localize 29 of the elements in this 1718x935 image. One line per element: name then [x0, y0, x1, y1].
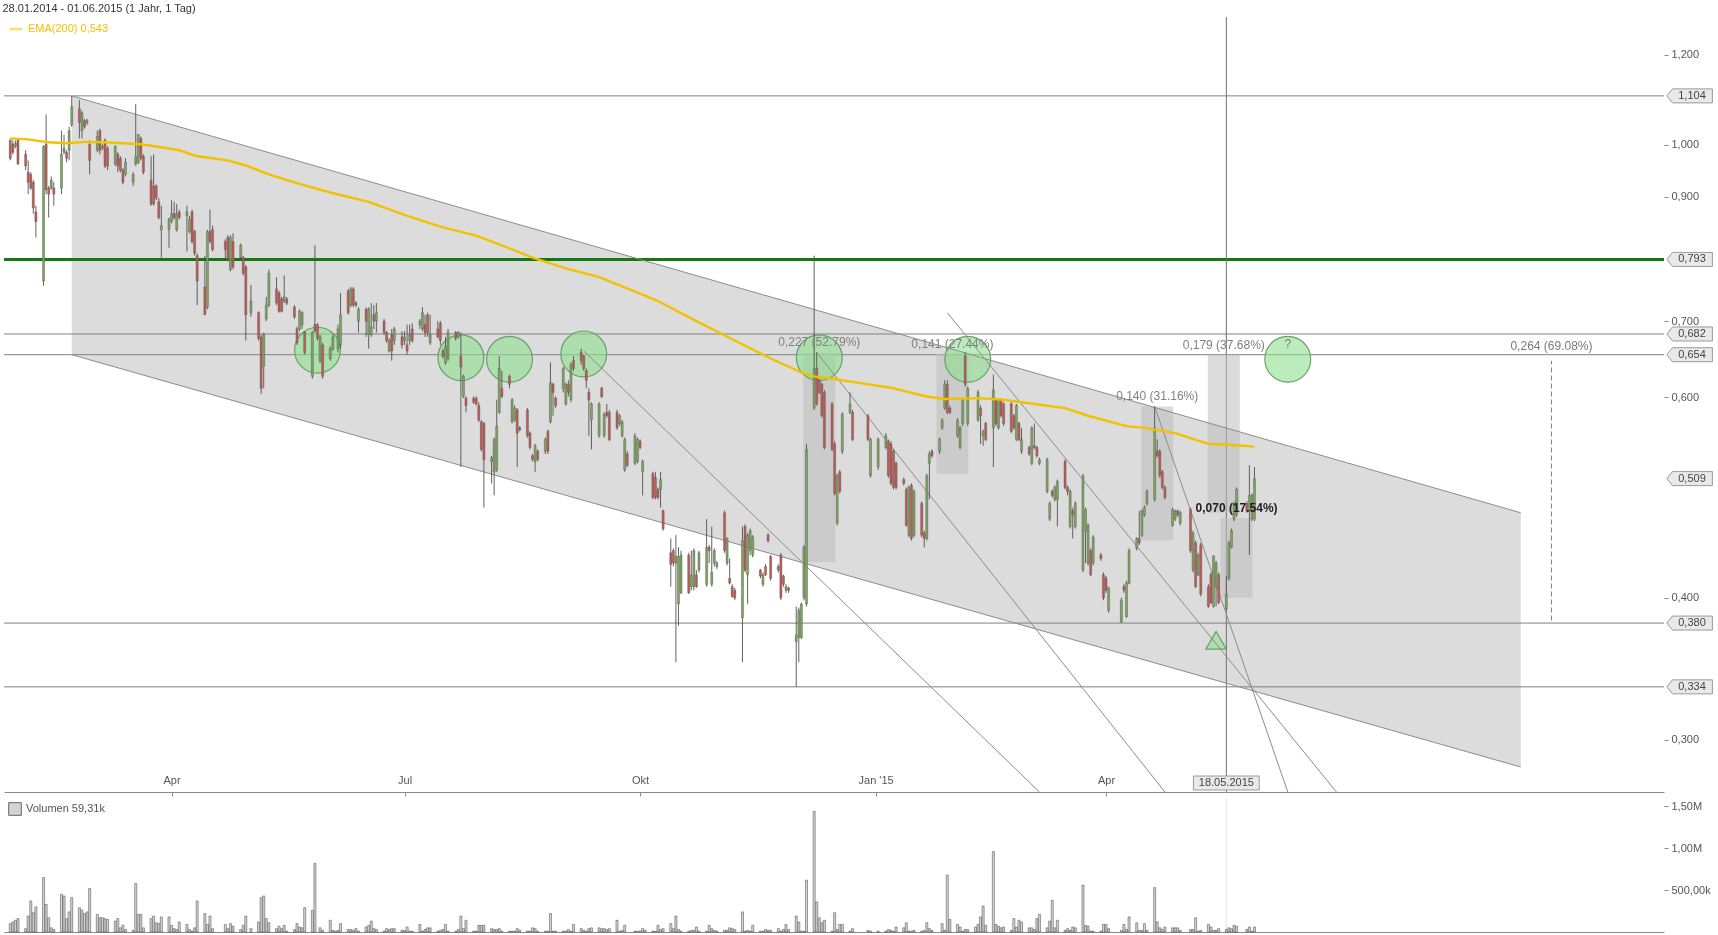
ref-line-label: 1,104 [1678, 88, 1706, 101]
x-tick-label: Okt [632, 773, 650, 786]
y-tick-label: 0,900 [1671, 190, 1700, 203]
y-tick-label: 0,300 [1671, 733, 1700, 746]
x-tick-label: Jul [398, 773, 413, 786]
y-tick-label: 0,700 [1671, 314, 1700, 327]
y-tick-label: 0,400 [1671, 591, 1700, 604]
annotation: ? [1284, 337, 1292, 352]
y-tick-label: 0,600 [1671, 390, 1700, 403]
x-tick-label: Jan '15 [858, 773, 894, 786]
x-tick-label: Apr [1097, 773, 1116, 786]
ref-line-label: 0,334 [1678, 679, 1706, 692]
ref-line-label: 0,654 [1678, 347, 1706, 360]
y-tick-label: 1,000 [1671, 138, 1700, 151]
y-tick-label: 1,50M [1671, 799, 1703, 812]
legend-label: EMA(200) 0,543 [28, 22, 109, 34]
chart-title: 28.01.2014 - 01.06.2015 (1 Jahr, 1 Tag) [2, 1, 196, 14]
ref-line-label: 18.05.2015 [1198, 776, 1254, 788]
y-tick-label: 500,00k [1671, 883, 1712, 896]
y-tick-label: 1,00M [1671, 841, 1703, 854]
data-label: 0,140 (31.16%) [1116, 389, 1199, 404]
y-tick-label: 1,200 [1671, 48, 1700, 61]
annotation: 0,264 (69.08%) [1510, 338, 1593, 353]
legend-label: Volumen 59,31k [26, 802, 106, 814]
ref-line-label: 0,682 [1678, 326, 1706, 339]
text: 0,509 [1678, 471, 1706, 484]
ref-line-label: 0,380 [1678, 616, 1706, 629]
ref-line-label: 0,793 [1678, 252, 1706, 265]
x-tick-label: Apr [163, 773, 181, 786]
